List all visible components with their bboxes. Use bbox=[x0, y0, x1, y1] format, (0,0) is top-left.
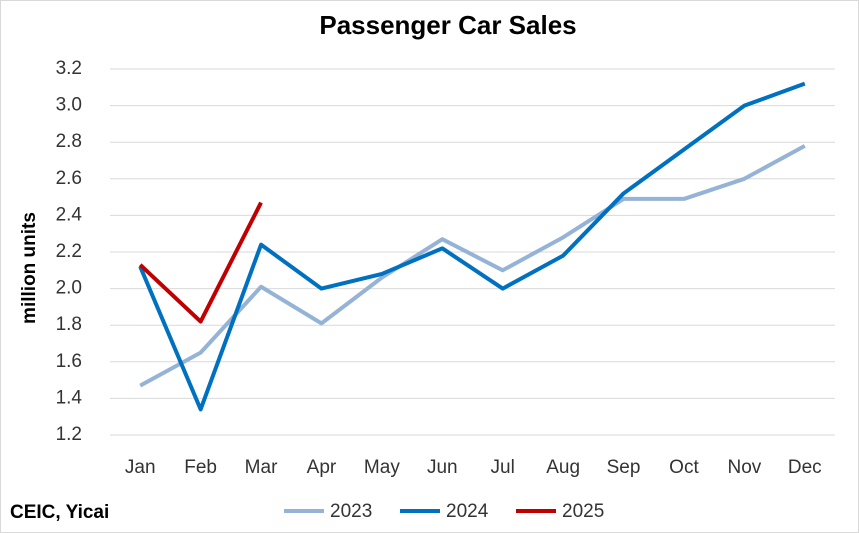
y-tick-label: 2.0 bbox=[56, 278, 82, 299]
y-tick-label: 3.0 bbox=[56, 95, 82, 116]
y-axis-label: million units bbox=[19, 212, 40, 324]
y-tick-label: 2.2 bbox=[56, 241, 82, 262]
x-tick-label: Sep bbox=[607, 457, 641, 478]
legend-label: 2025 bbox=[562, 501, 604, 522]
source-note: CEIC, Yicai bbox=[10, 502, 109, 523]
chart-title: Passenger Car Sales bbox=[319, 10, 576, 40]
y-tick-label: 1.6 bbox=[56, 351, 82, 372]
y-tick-label: 1.4 bbox=[56, 387, 83, 408]
y-tick-label: 3.2 bbox=[56, 58, 82, 79]
x-tick-label: Jul bbox=[491, 457, 515, 478]
x-tick-label: Jan bbox=[125, 457, 156, 478]
x-tick-label: Aug bbox=[546, 457, 580, 478]
x-tick-label: Nov bbox=[727, 457, 761, 478]
series-line bbox=[138, 201, 263, 324]
y-tick-label: 1.8 bbox=[56, 314, 82, 335]
legend-label: 2023 bbox=[330, 501, 372, 522]
x-tick-label: Feb bbox=[184, 457, 217, 478]
y-tick-label: 2.8 bbox=[56, 131, 82, 152]
y-tick-label: 2.4 bbox=[56, 204, 83, 225]
series-line bbox=[139, 144, 806, 388]
x-tick-label: Dec bbox=[788, 457, 822, 478]
legend-label: 2024 bbox=[446, 501, 489, 522]
x-tick-label: Jun bbox=[427, 457, 458, 478]
x-tick-label: Apr bbox=[307, 457, 337, 478]
x-tick-label: Oct bbox=[669, 457, 699, 478]
series-line bbox=[138, 81, 806, 412]
x-tick-label: Mar bbox=[245, 457, 278, 478]
y-tick-label: 2.6 bbox=[56, 168, 82, 189]
y-tick-label: 1.2 bbox=[56, 424, 82, 445]
x-tick-label: May bbox=[364, 457, 400, 478]
